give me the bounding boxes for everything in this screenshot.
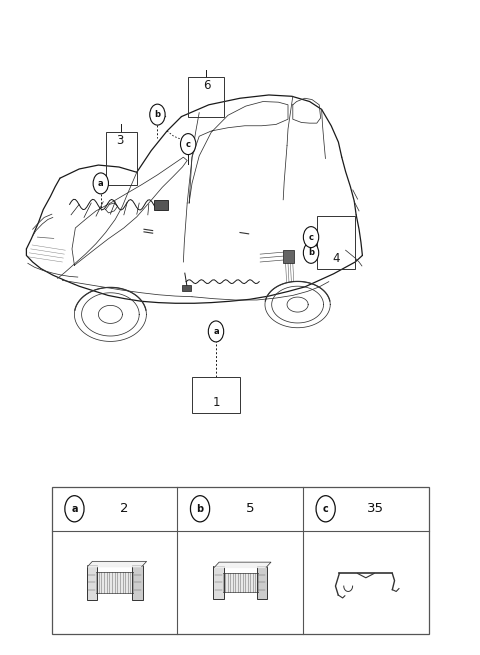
Bar [154,200,168,210]
Text: 1: 1 [212,396,220,409]
Text: 3: 3 [116,134,124,147]
Text: c: c [309,233,313,242]
FancyBboxPatch shape [86,565,97,599]
Circle shape [316,496,335,522]
Bar [188,77,224,117]
FancyBboxPatch shape [256,566,267,599]
Text: c: c [186,140,191,149]
Text: b: b [308,248,314,257]
Bar [182,285,191,291]
Bar [96,572,133,593]
Polygon shape [214,562,271,567]
Bar [317,216,355,269]
Text: a: a [71,504,78,514]
Circle shape [93,173,108,194]
Text: a: a [98,179,104,188]
FancyBboxPatch shape [132,565,143,599]
Circle shape [303,242,319,263]
Bar [223,572,257,592]
Text: 6: 6 [203,79,210,92]
Text: a: a [213,327,219,336]
Text: 2: 2 [120,502,129,515]
Text: 5: 5 [246,502,254,515]
Circle shape [303,227,319,248]
Circle shape [65,496,84,522]
Bar [52,487,429,634]
Circle shape [150,104,165,125]
Text: 35: 35 [367,502,384,515]
Circle shape [180,134,196,155]
Bar [192,377,240,413]
Circle shape [191,496,210,522]
Text: c: c [323,504,328,514]
Text: b: b [196,504,204,514]
Text: b: b [155,110,160,119]
Polygon shape [87,561,146,567]
Bar [106,132,137,185]
Bar [283,250,294,263]
Circle shape [208,321,224,342]
Text: 4: 4 [332,252,340,265]
FancyBboxPatch shape [213,566,224,599]
